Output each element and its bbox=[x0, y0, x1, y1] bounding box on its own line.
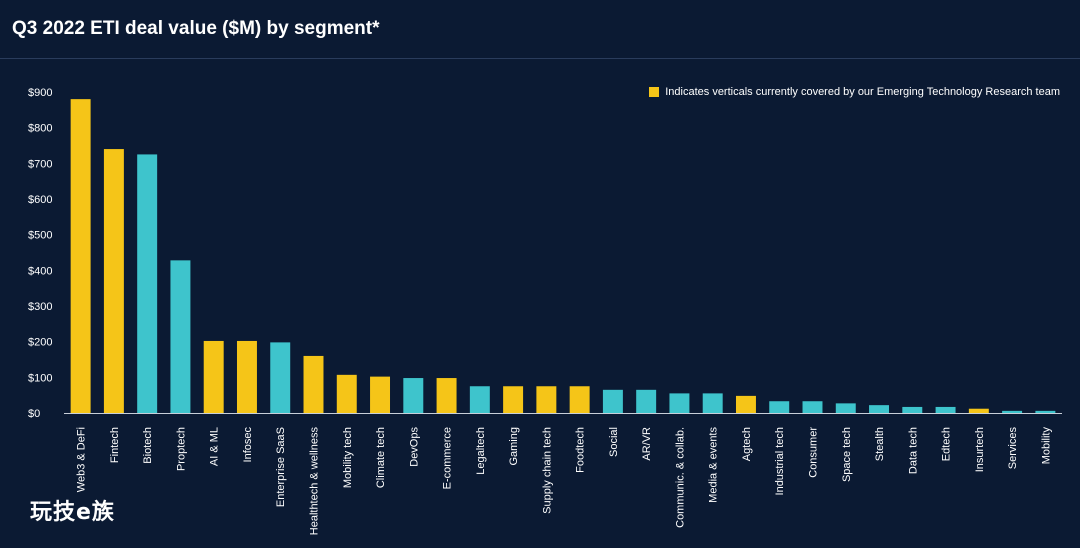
x-tick-label: Biotech bbox=[142, 427, 154, 464]
bar bbox=[536, 386, 557, 413]
x-tick-label: Web3 & DeFi bbox=[76, 427, 88, 492]
bar bbox=[236, 340, 257, 413]
x-tick-label: Fintech bbox=[109, 427, 121, 463]
chart-title: Q3 2022 ETI deal value ($M) by segment* bbox=[12, 18, 380, 39]
x-tick-label: AR/VR bbox=[641, 427, 653, 461]
bar bbox=[70, 99, 91, 413]
legend-label: Indicates verticals currently covered by… bbox=[665, 86, 1060, 98]
x-tick-label: Gaming bbox=[508, 427, 520, 466]
watermark-logo: 玩技e族 bbox=[30, 500, 115, 525]
bar bbox=[270, 342, 291, 413]
bar bbox=[469, 386, 490, 413]
x-tick-label: Consumer bbox=[808, 427, 820, 478]
bar bbox=[835, 403, 856, 413]
y-tick-label: $100 bbox=[28, 372, 52, 384]
y-tick-label: $500 bbox=[28, 230, 52, 242]
x-tick-label: Media & events bbox=[708, 427, 720, 503]
bar bbox=[503, 386, 524, 413]
x-tick-label: Data tech bbox=[907, 427, 919, 474]
x-tick-label: Agtech bbox=[741, 427, 753, 461]
x-tick-label: Infosec bbox=[242, 427, 254, 463]
bar bbox=[902, 406, 923, 413]
x-tick-label: AI & ML bbox=[209, 427, 221, 466]
x-tick-label: Industrial tech bbox=[774, 427, 786, 495]
y-tick-label: $600 bbox=[28, 194, 52, 206]
legend: Indicates verticals currently covered by… bbox=[649, 86, 1060, 98]
bar bbox=[103, 149, 124, 414]
bar bbox=[303, 355, 324, 413]
bar bbox=[436, 378, 457, 413]
bar bbox=[137, 154, 158, 413]
legend-swatch bbox=[649, 87, 660, 97]
x-tick-label: Communic. & collab. bbox=[674, 427, 686, 528]
bar bbox=[802, 401, 823, 413]
bar bbox=[769, 401, 790, 413]
bar bbox=[669, 393, 690, 413]
bar bbox=[203, 340, 224, 413]
x-tick-label: Services bbox=[1007, 427, 1019, 470]
bar bbox=[336, 374, 357, 413]
x-tick-label: Stealth bbox=[874, 427, 886, 461]
y-tick-label: $900 bbox=[28, 87, 52, 99]
title-divider bbox=[0, 58, 1080, 59]
bar bbox=[170, 260, 191, 413]
bar bbox=[403, 378, 424, 413]
x-tick-label: Legaltech bbox=[475, 427, 487, 475]
bar bbox=[735, 395, 756, 413]
x-tick-label: Foodtech bbox=[575, 427, 587, 473]
x-tick-label: DevOps bbox=[408, 427, 420, 467]
x-tick-label: Healthtech & wellness bbox=[309, 427, 321, 536]
bar bbox=[935, 406, 956, 413]
bar bbox=[702, 393, 723, 413]
x-tick-label: Enterprise SaaS bbox=[275, 427, 287, 507]
bar bbox=[602, 389, 623, 413]
y-tick-label: $0 bbox=[28, 408, 40, 420]
x-tick-label: Supply chain tech bbox=[541, 427, 553, 514]
y-tick-label: $400 bbox=[28, 265, 52, 277]
bar bbox=[968, 408, 989, 413]
bar bbox=[370, 376, 391, 413]
bar bbox=[869, 405, 890, 413]
bar bbox=[1035, 410, 1056, 413]
bar bbox=[569, 386, 590, 413]
bar bbox=[636, 389, 657, 413]
x-tick-label: Insurtech bbox=[974, 427, 986, 472]
y-tick-label: $800 bbox=[28, 123, 52, 135]
y-tick-label: $200 bbox=[28, 337, 52, 349]
x-tick-label: Mobility bbox=[1040, 427, 1052, 465]
x-tick-label: Edtech bbox=[941, 427, 953, 461]
x-tick-label: Space tech bbox=[841, 427, 853, 482]
bar bbox=[1002, 410, 1023, 413]
x-tick-label: Proptech bbox=[175, 427, 187, 471]
x-tick-label: E-commerce bbox=[442, 427, 454, 489]
y-tick-label: $700 bbox=[28, 158, 52, 170]
x-tick-label: Mobility tech bbox=[342, 427, 354, 488]
x-tick-label: Climate tech bbox=[375, 427, 387, 488]
y-tick-label: $300 bbox=[28, 301, 52, 313]
x-tick-label: Social bbox=[608, 427, 620, 457]
